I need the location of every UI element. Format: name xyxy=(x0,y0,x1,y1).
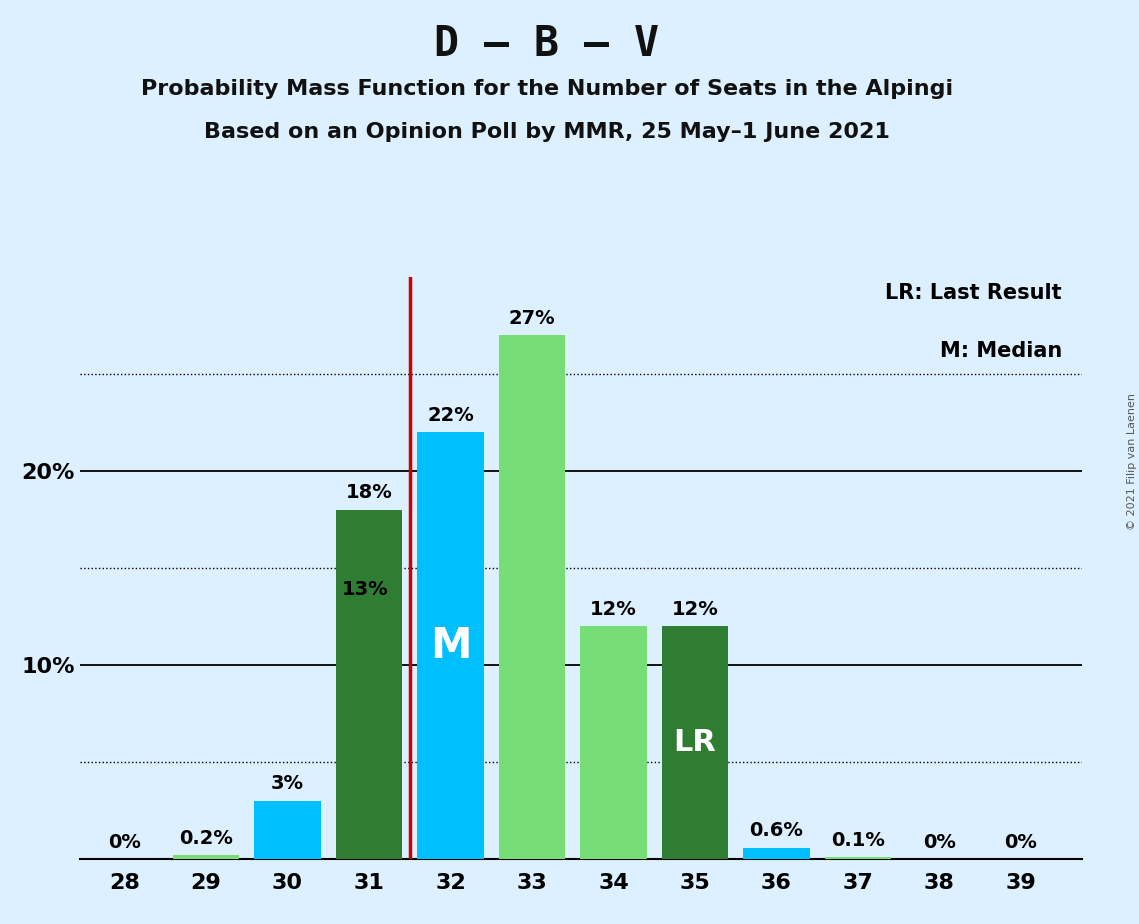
Text: LR: LR xyxy=(673,728,716,758)
Bar xyxy=(499,335,565,859)
Bar xyxy=(336,510,402,859)
Text: M: Median: M: Median xyxy=(940,341,1062,361)
Text: Probability Mass Function for the Number of Seats in the Alpingi: Probability Mass Function for the Number… xyxy=(140,79,953,99)
Text: 0.6%: 0.6% xyxy=(749,821,803,840)
Bar xyxy=(662,782,728,859)
Text: 0%: 0% xyxy=(1005,833,1038,852)
Text: 0%: 0% xyxy=(923,833,956,852)
Text: 12%: 12% xyxy=(590,600,637,619)
Text: © 2021 Filip van Laenen: © 2021 Filip van Laenen xyxy=(1126,394,1137,530)
Text: M: M xyxy=(429,625,472,667)
Text: D – B – V: D – B – V xyxy=(434,23,659,65)
Text: 0%: 0% xyxy=(108,833,141,852)
Text: LR: Last Result: LR: Last Result xyxy=(885,283,1062,303)
Bar xyxy=(580,626,647,859)
Text: 0.1%: 0.1% xyxy=(831,831,885,850)
Bar xyxy=(825,857,892,859)
Bar xyxy=(662,626,728,859)
Bar xyxy=(254,801,321,859)
Bar xyxy=(743,847,810,859)
Bar xyxy=(336,607,402,859)
Bar xyxy=(417,432,484,859)
Text: 13%: 13% xyxy=(342,580,388,600)
Text: 18%: 18% xyxy=(345,483,393,503)
Text: 22%: 22% xyxy=(427,406,474,425)
Text: 27%: 27% xyxy=(509,309,556,328)
Text: 3%: 3% xyxy=(271,774,304,794)
Text: 12%: 12% xyxy=(672,600,719,619)
Text: 0.2%: 0.2% xyxy=(179,829,233,847)
Bar xyxy=(173,856,239,859)
Text: Based on an Opinion Poll by MMR, 25 May–1 June 2021: Based on an Opinion Poll by MMR, 25 May–… xyxy=(204,122,890,142)
